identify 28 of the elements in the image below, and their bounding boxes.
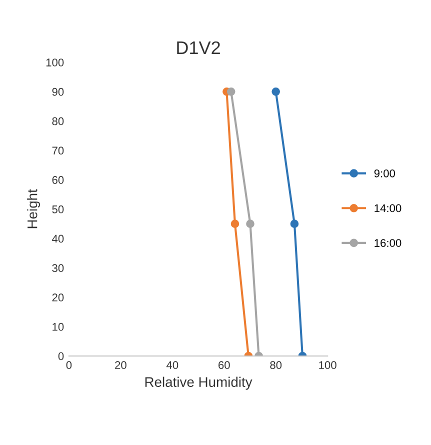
point <box>272 88 280 96</box>
y-tick-label: 70 <box>52 146 64 155</box>
x-tick-label: 60 <box>218 361 230 370</box>
x-tick-label: 40 <box>166 361 178 370</box>
point <box>230 220 240 228</box>
point <box>226 88 236 96</box>
y-tick-label: 40 <box>52 234 64 243</box>
y-tick-label: 90 <box>52 88 64 96</box>
y-tick-label: 20 <box>52 294 64 302</box>
y-tick-label: 80 <box>52 117 64 126</box>
point <box>246 220 254 228</box>
y-tick-label: 100 <box>46 58 64 66</box>
y-tick-label: 50 <box>52 205 64 214</box>
legend-label: 14:00 <box>374 204 402 212</box>
x-tick-label: 100 <box>319 361 336 370</box>
y-tick-label: 10 <box>52 322 64 331</box>
y-axis-title: Height <box>27 189 40 228</box>
y-tick-label: 0 <box>58 352 64 360</box>
chart-title: D1V2 <box>177 41 220 54</box>
legend-label: 16:00 <box>374 239 402 247</box>
x-tick-label: 20 <box>115 361 126 370</box>
point <box>290 220 299 228</box>
x-axis-title: Relative Humidity <box>145 376 252 390</box>
x-tick-label: 0 <box>66 361 72 370</box>
y-tick-label: 60 <box>52 176 64 184</box>
x-tick-label: 80 <box>270 361 282 370</box>
y-tick-label: 30 <box>52 264 64 272</box>
legend-label: 9:00 <box>374 169 396 178</box>
